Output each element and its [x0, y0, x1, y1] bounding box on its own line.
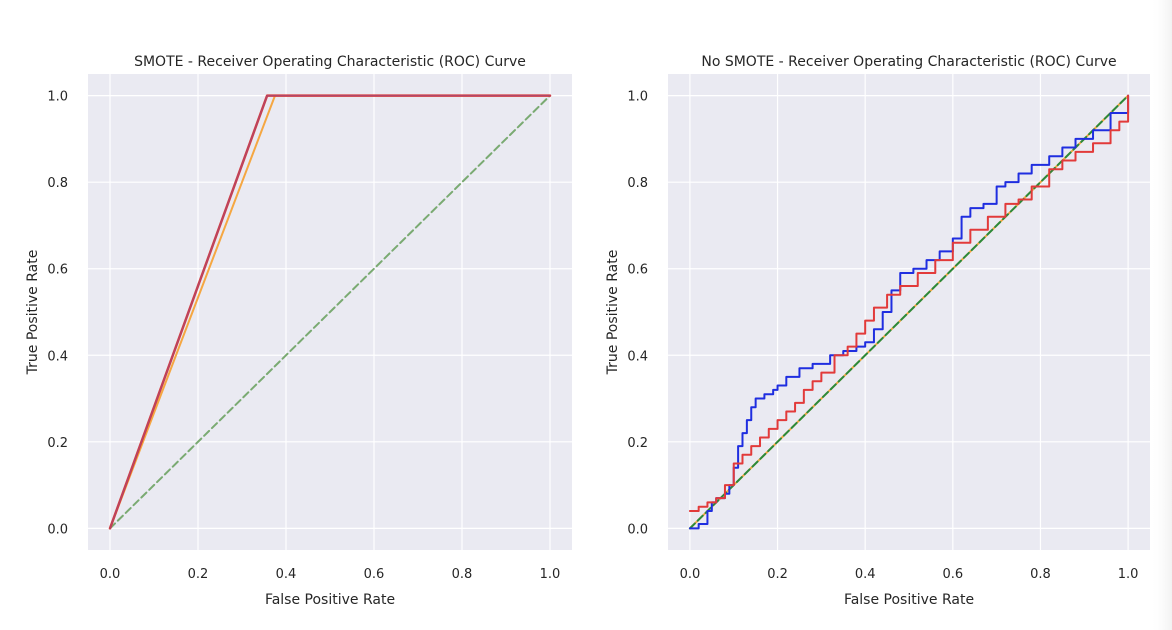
- no-smote-y-tick-label: 0.6: [627, 263, 648, 278]
- smote-series-line-0: [109, 94, 551, 530]
- no-smote-x-tick-label: 1.0: [1118, 567, 1139, 582]
- no-smote-x-tick-label: 0.6: [942, 567, 963, 582]
- no-smote-y-tick-label: 0.0: [627, 522, 648, 537]
- smote-y-tick-label: 0.0: [47, 522, 68, 537]
- smote-x-axis-label: False Positive Rate: [265, 592, 395, 608]
- no-smote-chart-title: No SMOTE - Receiver Operating Characteri…: [701, 54, 1116, 70]
- no-smote-series-line-1: [688, 94, 1130, 530]
- smote-series-line-3: [109, 95, 551, 529]
- no-smote-grid: [668, 74, 1150, 550]
- smote-chart-title: SMOTE - Receiver Operating Characteristi…: [134, 54, 526, 70]
- no-smote-y-tick-label: 0.4: [627, 349, 648, 364]
- smote-x-tick-label: 0.4: [276, 567, 297, 582]
- no-smote-y-tick-label: 1.0: [627, 90, 648, 105]
- no-smote-x-tick-label: 0.4: [855, 567, 876, 582]
- no-smote-series-line-2: [688, 94, 1130, 530]
- smote-y-tick-label: 0.6: [47, 263, 68, 278]
- smote-roc-chart: 0.0 0.2 0.4 0.6 0.8 1.0 0.0 0.2 0.4 0.6 0.8 1.0 SMO…: [25, 54, 572, 608]
- smote-y-tick-label: 0.4: [47, 349, 68, 364]
- smote-x-tick-label: 0.8: [452, 567, 473, 582]
- smote-y-axis-label: True Positive Rate: [25, 250, 41, 376]
- smote-x-tick-label: 0.2: [188, 567, 209, 582]
- smote-x-tick-label: 0.6: [364, 567, 385, 582]
- no-smote-x-tick-label: 0.8: [1030, 567, 1051, 582]
- no-smote-series-line-3: [688, 94, 1130, 513]
- smote-y-tick-label: 0.2: [47, 436, 68, 451]
- smote-y-tick-label: 0.8: [47, 176, 68, 191]
- no-smote-x-tick-label: 0.0: [680, 567, 701, 582]
- no-smote-ticks: 0.0 0.2 0.4 0.6 0.8 1.0 0.0 0.2 0.4 0.6 0.8 1.0: [627, 90, 1138, 582]
- smote-grid: [88, 74, 572, 550]
- no-smote-y-axis-label: True Positive Rate: [605, 250, 621, 376]
- no-smote-x-tick-label: 0.2: [767, 567, 788, 582]
- no-smote-series: [688, 94, 1130, 530]
- smote-x-tick-label: 1.0: [540, 567, 561, 582]
- smote-series: [108, 94, 552, 530]
- no-smote-roc-chart: 0.0 0.2 0.4 0.6 0.8 1.0 0.0 0.2 0.4 0.6 0.8 1.0 No …: [605, 54, 1150, 608]
- smote-ticks: 0.0 0.2 0.4 0.6 0.8 1.0 0.0 0.2 0.4 0.6 0.8 1.0: [47, 90, 560, 582]
- no-smote-y-tick-label: 0.8: [627, 176, 648, 191]
- no-smote-y-tick-label: 0.2: [627, 436, 648, 451]
- right-edge-fade: [1150, 0, 1172, 630]
- no-smote-x-axis-label: False Positive Rate: [844, 592, 974, 608]
- smote-y-tick-label: 1.0: [47, 90, 68, 105]
- smote-x-tick-label: 0.0: [100, 567, 121, 582]
